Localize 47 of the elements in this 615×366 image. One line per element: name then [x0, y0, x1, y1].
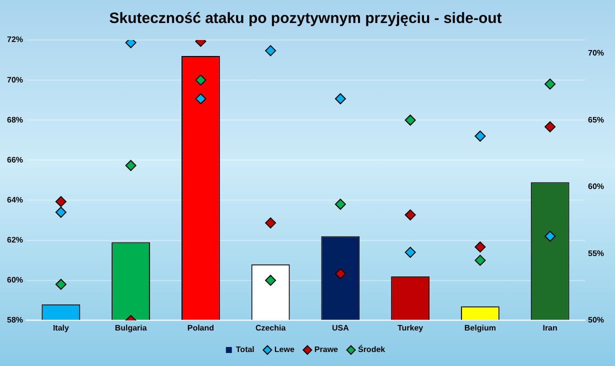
y-tick-label: 58% — [6, 316, 24, 325]
y-tick-label: 60% — [6, 276, 24, 285]
point — [474, 130, 486, 142]
y2-tick-label: 55% — [588, 248, 604, 258]
y-tick-label: 66% — [6, 155, 24, 164]
x-tick-label: Italy — [52, 323, 70, 332]
point — [544, 121, 556, 132]
x-tick-label: Belgium — [464, 323, 496, 332]
legend-label: Środek — [358, 344, 386, 354]
chart-title: Skuteczność ataku po pozytywnym przyjęciu - side-out — [109, 10, 502, 28]
point — [55, 278, 66, 290]
y-tick-label: 72% — [6, 35, 24, 44]
x-tick-label: Bulgaria — [114, 323, 148, 332]
point — [544, 230, 556, 242]
point — [334, 198, 346, 210]
y-tick-label: 62% — [6, 235, 24, 244]
point — [55, 206, 66, 218]
point — [474, 241, 486, 252]
y2-tick-label: 70% — [588, 48, 604, 58]
point — [125, 160, 136, 172]
x-tick-label: Poland — [187, 323, 214, 332]
y2-tick-label: 60% — [588, 182, 604, 192]
y-tick-label: 68% — [6, 115, 24, 124]
y-tick-label: 70% — [6, 75, 24, 84]
legend-label: Prawe — [314, 345, 339, 354]
y2-tick-label: 50% — [588, 316, 604, 325]
point — [265, 45, 276, 56]
point — [265, 274, 276, 286]
point — [195, 93, 206, 104]
point — [334, 268, 346, 280]
x-tick-label: Iran — [542, 323, 558, 332]
point — [404, 114, 416, 126]
point — [404, 246, 416, 258]
point — [55, 196, 66, 208]
x-tick-label: Czechia — [255, 323, 286, 332]
point — [334, 93, 346, 104]
point — [195, 74, 206, 86]
point — [544, 78, 556, 90]
legend-label: Total — [236, 345, 254, 354]
point — [474, 254, 486, 266]
point — [404, 209, 416, 220]
y-tick-label: 64% — [6, 195, 24, 204]
point — [265, 217, 276, 228]
x-tick-label: USA — [332, 323, 350, 332]
y2-tick-label: 65% — [588, 115, 604, 124]
x-tick-label: Turkey — [397, 323, 424, 332]
legend-label: Lewe — [274, 345, 295, 354]
